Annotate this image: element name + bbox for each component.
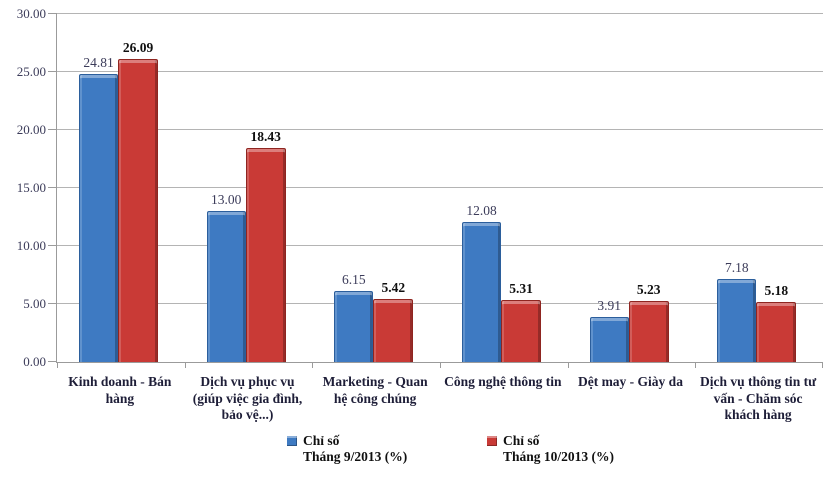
x-axis-category-label: Kinh doanh - Bán hàng: [68, 374, 172, 406]
bar-series2-cat3: [373, 299, 414, 362]
bar-value-label: 26.09: [122, 40, 154, 56]
bar-series1-cat4: [462, 221, 501, 362]
y-axis-tick-label: 15.00: [16, 180, 46, 195]
gridline: [57, 71, 823, 72]
x-axis-tick: [822, 362, 823, 368]
x-axis-category-label: Marketing - Quan hệ công chúng: [322, 374, 428, 406]
gridline: [57, 245, 823, 246]
bar-series2-cat2: [245, 148, 286, 362]
bar-value-label: 7.18: [725, 259, 749, 275]
bar-series1-cat3: [334, 290, 374, 362]
legend-color-swatch: [487, 436, 497, 446]
bar-value-label: 12.08: [466, 202, 497, 218]
bar-value-label: 13.00: [210, 192, 242, 208]
y-axis-tick-label: 5.00: [23, 296, 46, 311]
y-axis-tick: [48, 245, 57, 246]
bar-series2-cat5: [628, 301, 669, 362]
y-axis-tick-label: 30.00: [16, 6, 46, 21]
legend-color-swatch: [287, 436, 297, 446]
bar-value-label: 6.15: [342, 271, 366, 287]
bar-series2-cat4: [501, 300, 541, 362]
gridline: [57, 187, 823, 188]
y-axis-tick-label: 10.00: [16, 238, 46, 253]
bar-series1-cat2: [206, 211, 246, 362]
bar-value-label: 5.18: [764, 282, 789, 298]
bar-value-label: 18.43: [250, 129, 281, 145]
y-axis-tick: [48, 361, 57, 362]
x-axis-tick: [185, 362, 186, 368]
bar-value-label: 5.23: [636, 282, 661, 298]
gridline: [57, 303, 823, 304]
y-axis-tick-label: 25.00: [16, 64, 46, 79]
legend-item: Chỉ số Tháng 9/2013 (%): [287, 433, 407, 465]
legend-label: Chỉ số Tháng 9/2013 (%): [303, 433, 408, 464]
y-axis-tick: [48, 303, 57, 304]
plot-area: 24.81 26.09 13.00 18.43 6.15 5.42 12.08 5.31 3.9…: [48, 13, 823, 368]
bar-value-label: 5.31: [509, 281, 533, 297]
y-axis-tick: [48, 71, 57, 72]
x-axis-tick: [568, 362, 569, 368]
x-axis-category-labels: Kinh doanh - Bán hàng Dịch vụ phục vụ (gi…: [56, 374, 822, 424]
bar-value-label: 3.91: [597, 297, 621, 313]
gridline: [57, 129, 823, 130]
y-axis-tick-label: 0.00: [23, 354, 46, 369]
y-axis-tick: [48, 129, 57, 130]
y-axis-tick: [48, 13, 57, 14]
x-axis-tick: [695, 362, 696, 368]
x-axis-category-label: Công nghệ thông tin: [444, 374, 562, 389]
x-axis-category-label: Dệt may - Giày da: [577, 374, 683, 389]
x-axis-tick: [440, 362, 441, 368]
bar-series1-cat1: [79, 74, 118, 362]
legend-label: Chỉ số Tháng 10/2013 (%): [503, 433, 615, 464]
bar-series1-cat5: [589, 316, 629, 362]
bar-series2-cat6: [756, 301, 797, 362]
x-axis-category-label: Dịch vụ phục vụ (giúp việc gia đình, bảo…: [192, 374, 303, 422]
bar-series1-cat6: [717, 278, 757, 362]
bar-value-label: 24.81: [83, 55, 114, 71]
y-axis-tick: [48, 187, 57, 188]
x-axis-tick: [312, 362, 313, 368]
x-axis-category-label: Dịch vụ thông tin tư vấn - Chăm sóc khác…: [700, 374, 817, 422]
bar-series2-cat1: [118, 59, 158, 362]
y-axis-tick-label: 20.00: [16, 122, 46, 137]
legend-item: Chỉ số Tháng 10/2013 (%): [487, 433, 614, 465]
x-axis-tick: [57, 362, 58, 368]
bar-value-label: 5.42: [381, 280, 406, 296]
gridline: [57, 13, 823, 14]
